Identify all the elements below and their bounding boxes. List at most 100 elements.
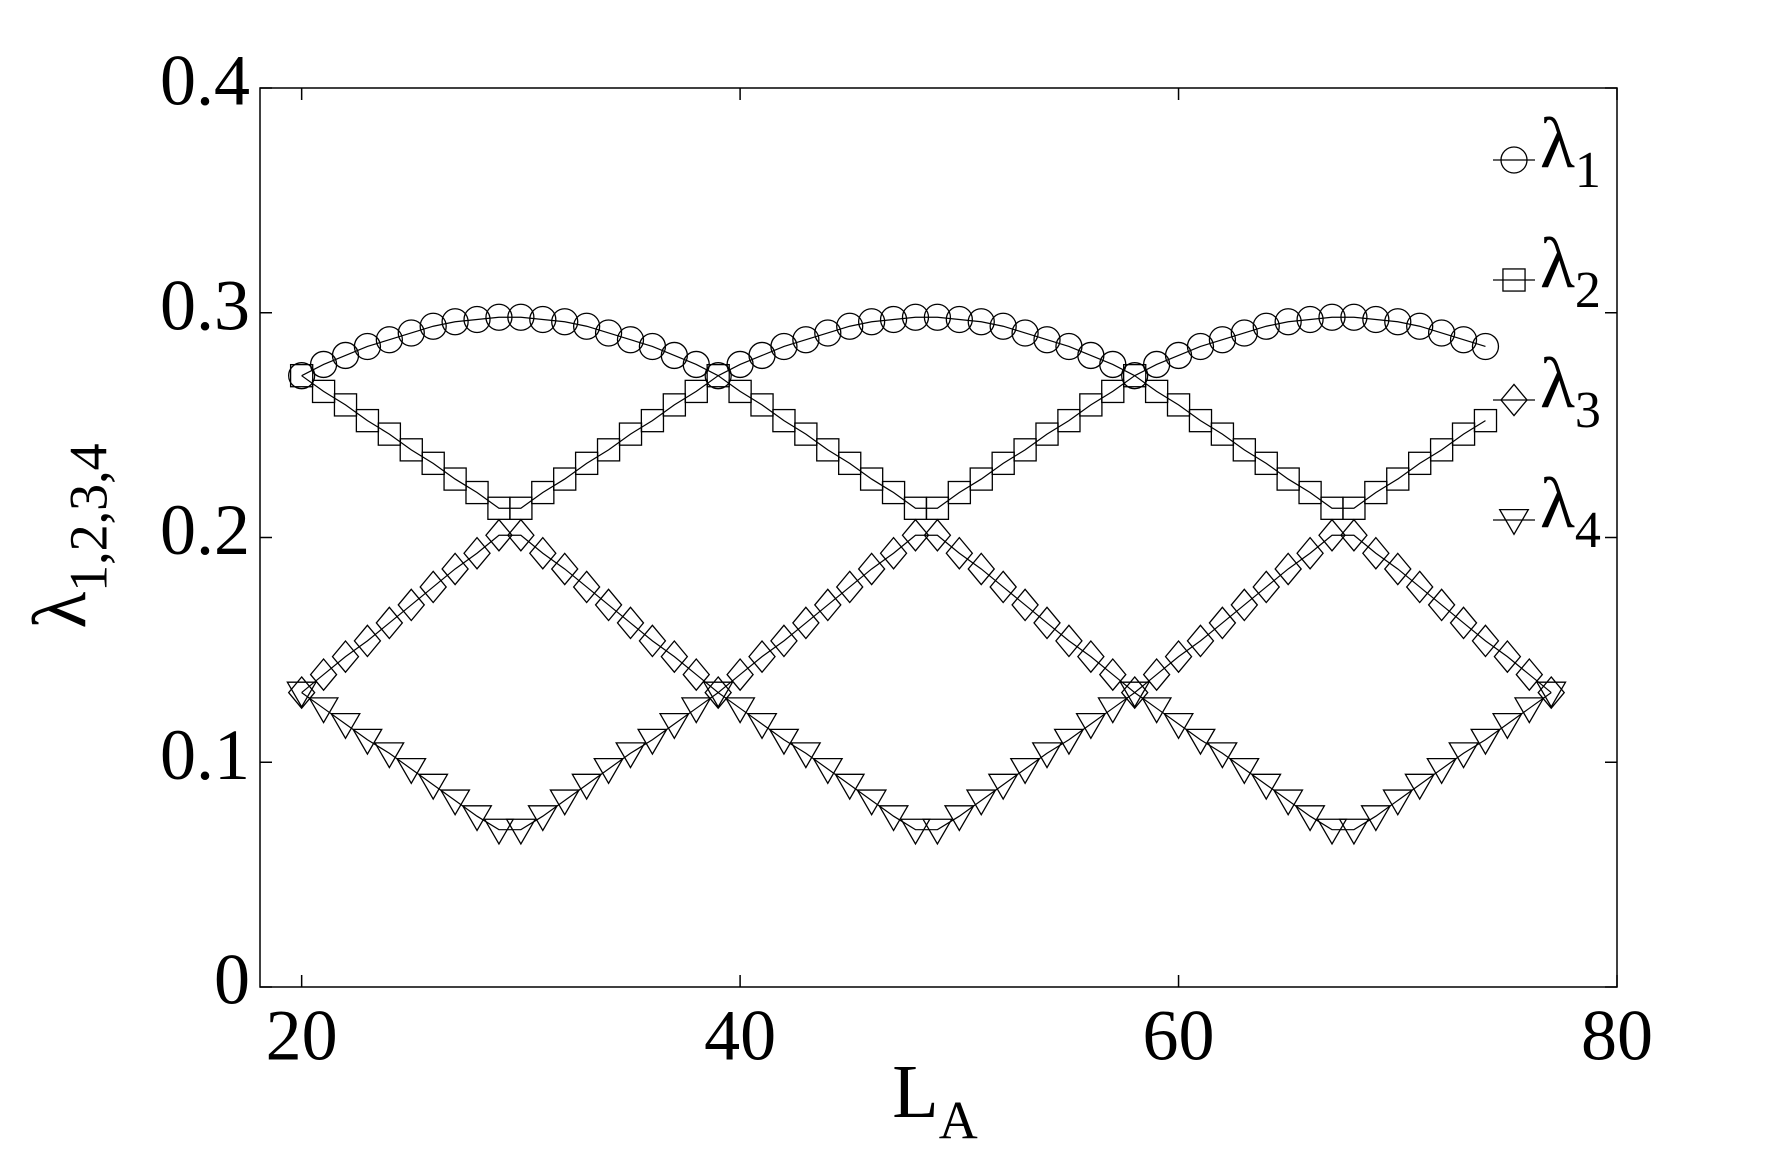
marker [550, 552, 579, 586]
legend-label: λ3 [1540, 343, 1601, 440]
marker [640, 408, 665, 433]
x-tick-label: 40 [704, 996, 776, 1076]
marker [353, 332, 382, 361]
legend-label: λ1 [1540, 103, 1601, 200]
marker [812, 757, 844, 785]
marker [311, 379, 336, 404]
marker [288, 362, 316, 390]
marker [989, 312, 1017, 340]
marker [616, 606, 645, 640]
marker [726, 657, 754, 692]
marker [816, 438, 840, 462]
marker [397, 588, 426, 622]
marker [638, 624, 667, 658]
y-axis-label: λ1,2,3,4 [18, 443, 119, 628]
marker [572, 312, 601, 340]
marker [728, 379, 752, 404]
marker [1298, 480, 1322, 505]
marker [991, 451, 1015, 476]
marker [1230, 319, 1258, 347]
marker [377, 422, 402, 446]
marker [878, 805, 909, 832]
marker [706, 363, 730, 388]
marker [965, 789, 997, 817]
marker [1272, 789, 1304, 817]
marker [636, 728, 668, 756]
marker [527, 805, 559, 832]
marker [790, 742, 822, 769]
marker [441, 552, 469, 586]
marker [1535, 681, 1567, 709]
marker [1427, 319, 1456, 347]
marker [330, 712, 361, 740]
marker [1142, 657, 1171, 692]
marker [772, 408, 796, 433]
marker [1057, 408, 1081, 433]
marker [746, 712, 778, 740]
marker [549, 789, 581, 817]
marker [1053, 728, 1085, 756]
marker [1141, 697, 1173, 724]
marker [748, 640, 776, 674]
marker [1493, 640, 1522, 674]
marker [857, 308, 886, 336]
marker [1228, 757, 1260, 785]
marker [658, 712, 690, 740]
marker [1144, 379, 1169, 404]
marker [1296, 305, 1324, 334]
marker [1364, 480, 1388, 505]
marker [1294, 805, 1326, 832]
marker [1208, 606, 1237, 640]
marker [662, 393, 687, 417]
marker [881, 480, 906, 505]
marker [375, 326, 403, 354]
marker [1121, 362, 1149, 390]
marker [465, 480, 489, 505]
marker [900, 818, 931, 846]
marker [1473, 408, 1498, 433]
marker [1079, 393, 1103, 417]
marker [1252, 570, 1281, 604]
marker [531, 480, 555, 505]
marker [1451, 422, 1476, 446]
marker [351, 728, 383, 756]
marker [1186, 332, 1215, 361]
marker [417, 773, 449, 801]
x-tick-label: 60 [1143, 996, 1215, 1076]
marker [836, 312, 864, 340]
marker [551, 308, 579, 336]
marker [901, 303, 930, 331]
marker [1515, 657, 1544, 692]
marker [702, 681, 734, 709]
marker [1407, 451, 1432, 476]
marker [308, 697, 340, 724]
marker [593, 757, 624, 785]
marker [684, 379, 708, 404]
marker [441, 308, 469, 336]
marker [1098, 657, 1127, 692]
marker [1013, 438, 1037, 462]
marker [1448, 742, 1479, 769]
marker [571, 773, 603, 801]
legend-marker [1500, 146, 1528, 174]
marker [421, 451, 445, 476]
marker [814, 319, 842, 347]
marker [1031, 742, 1063, 769]
marker [439, 789, 471, 817]
marker [594, 588, 623, 622]
marker [353, 624, 382, 658]
marker [987, 773, 1019, 801]
marker [770, 624, 798, 658]
marker [395, 757, 427, 785]
marker [1471, 624, 1500, 658]
marker [309, 657, 338, 692]
marker [945, 536, 974, 570]
marker [1250, 773, 1282, 801]
x-axis-label: LA [892, 1050, 977, 1151]
marker [594, 319, 623, 347]
y-tick-label: 0.3 [160, 265, 250, 345]
marker [1055, 624, 1083, 658]
marker [1449, 606, 1478, 640]
marker [923, 518, 952, 552]
